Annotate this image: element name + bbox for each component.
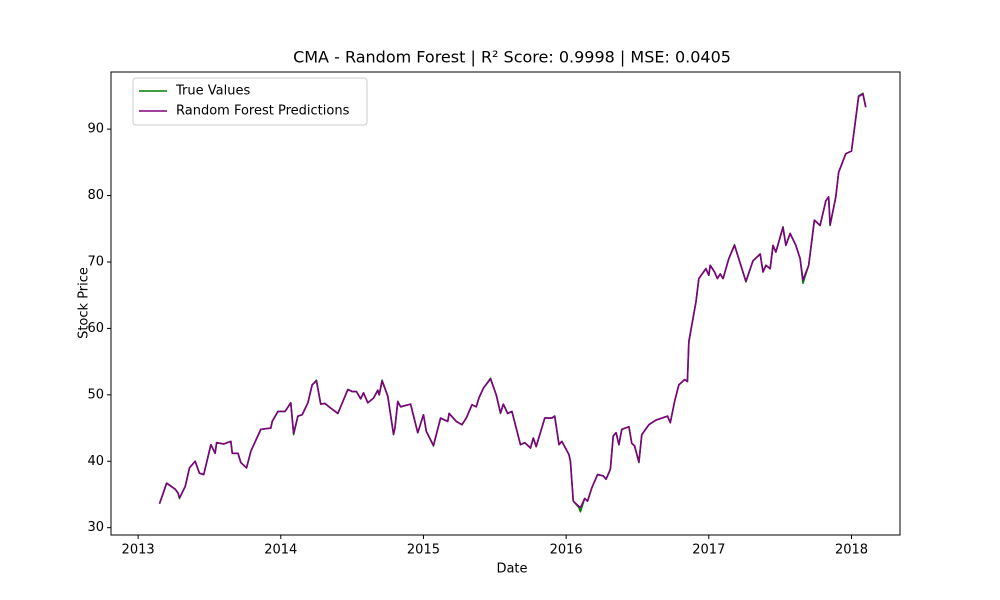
chart-title: CMA - Random Forest | R² Score: 0.9998 |…: [293, 48, 731, 67]
y-tick-label: 60: [87, 321, 104, 336]
x-tick-label: 2015: [407, 543, 440, 558]
y-tick-label: 30: [87, 520, 104, 535]
x-axis-label: Date: [496, 562, 527, 577]
y-tick-label: 90: [87, 122, 104, 137]
y-tick-label: 50: [87, 387, 104, 402]
legend-label: Random Forest Predictions: [176, 104, 350, 119]
x-tick-label: 2013: [122, 543, 155, 558]
x-tick-label: 2017: [692, 543, 725, 558]
legend-label: True Values: [175, 84, 250, 99]
y-axis-label: Stock Price: [77, 267, 92, 339]
legend-box: [132, 77, 368, 126]
plot-frame: [110, 71, 901, 536]
series-line: [158, 93, 867, 509]
x-tick-label: 2018: [835, 543, 868, 558]
y-tick-label: 40: [87, 454, 104, 469]
x-tick-label: 2016: [550, 543, 583, 558]
y-tick-label: 70: [87, 254, 104, 269]
x-tick-label: 2014: [264, 543, 297, 558]
y-tick-label: 80: [87, 188, 104, 203]
